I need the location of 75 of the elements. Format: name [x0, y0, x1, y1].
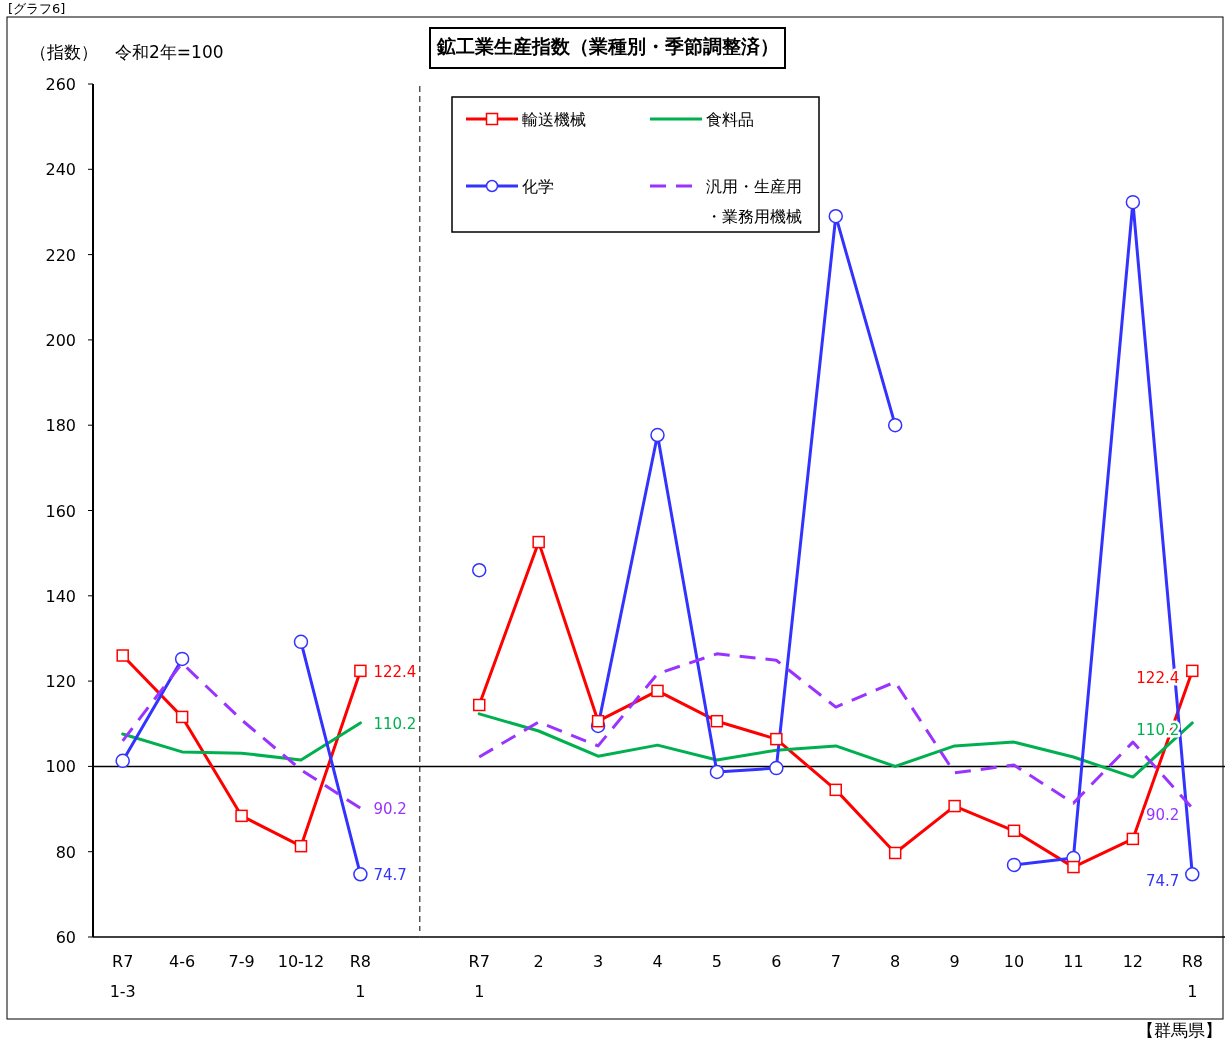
point	[948, 799, 961, 813]
x-tick-label: 11	[1063, 952, 1084, 971]
data-label: 74.7	[1145, 872, 1180, 891]
x-tick-label: 7-9	[228, 952, 255, 971]
point	[828, 208, 844, 224]
x-tick-label: 8	[890, 952, 901, 971]
point	[770, 732, 783, 746]
point	[293, 634, 309, 650]
point	[591, 714, 605, 728]
point	[651, 684, 664, 698]
point	[353, 867, 368, 882]
point	[532, 535, 545, 549]
point	[709, 764, 725, 780]
x-tick-label: 4	[652, 952, 663, 971]
x-tick-label: 12	[1122, 952, 1144, 971]
point	[1007, 824, 1021, 838]
legend-label: 食料品	[706, 110, 754, 129]
x-tick-label: 2	[533, 952, 544, 971]
legend-label: 化学	[522, 177, 554, 196]
point	[115, 753, 130, 769]
data-label: 110.2	[373, 714, 417, 733]
x-tick-label: R7 1-3	[109, 952, 136, 1001]
point	[175, 710, 189, 724]
x-tick-label: 5	[711, 952, 723, 971]
x-tick-label: 9	[949, 952, 960, 971]
line-series	[121, 721, 362, 762]
x-tick-label: 3	[592, 952, 604, 971]
point	[354, 664, 367, 678]
y-tick-label: 220	[45, 245, 76, 265]
y-tick-label: 180	[45, 416, 76, 436]
data-label: 122.4	[373, 662, 417, 681]
point	[769, 760, 784, 776]
point	[1125, 194, 1141, 210]
legend-label: 輸送機械	[522, 110, 586, 129]
point	[829, 783, 843, 797]
y-tick-label: 260	[45, 75, 76, 94]
data-label: 90.2	[373, 800, 407, 819]
y-tick-label: 160	[45, 501, 76, 521]
x-tick-label: 6	[771, 952, 782, 971]
text: [グラフ6]	[8, 1, 66, 16]
point	[888, 846, 902, 860]
legend-label: 汎用・生産用・業務用機械	[706, 177, 802, 226]
point	[174, 651, 190, 667]
y-tick-label: 100	[45, 757, 76, 777]
point	[472, 698, 486, 712]
data-label: 90.2	[1145, 806, 1180, 825]
text: 【群馬県】	[1137, 1020, 1222, 1040]
point	[1067, 860, 1080, 874]
point	[1186, 664, 1199, 678]
y-tick-label: 60	[55, 928, 76, 947]
point	[1185, 867, 1200, 882]
y-tick-label: 240	[45, 160, 76, 180]
x-tick-label: 4-6	[169, 952, 196, 971]
point	[887, 417, 903, 433]
y-tick-label: 80	[55, 842, 76, 862]
y-tick-label: 140	[45, 586, 76, 606]
point	[235, 809, 248, 823]
x-tick-label: R8 1	[349, 952, 372, 1001]
point	[294, 839, 308, 853]
point	[1126, 832, 1140, 846]
x-tick-label: 7	[830, 952, 841, 971]
x-tick-label: R8 1	[1181, 952, 1203, 1001]
y-tick-label: 200	[45, 330, 76, 350]
data-label: 74.7	[373, 866, 407, 885]
y-tick-label: 120	[45, 672, 76, 692]
y-axis-title: （指数） 令和2年=100	[30, 42, 224, 62]
x-tick-label: 10-12	[277, 952, 325, 971]
point	[650, 427, 665, 443]
point	[1006, 857, 1022, 873]
point	[471, 562, 487, 578]
point	[116, 649, 129, 662]
x-tick-label: 10	[1003, 952, 1025, 971]
x-tick-label: R7 1	[468, 952, 490, 1001]
chart-title: 鉱工業生産指数（業種別・季節調整済）	[436, 35, 779, 57]
point	[710, 714, 724, 728]
